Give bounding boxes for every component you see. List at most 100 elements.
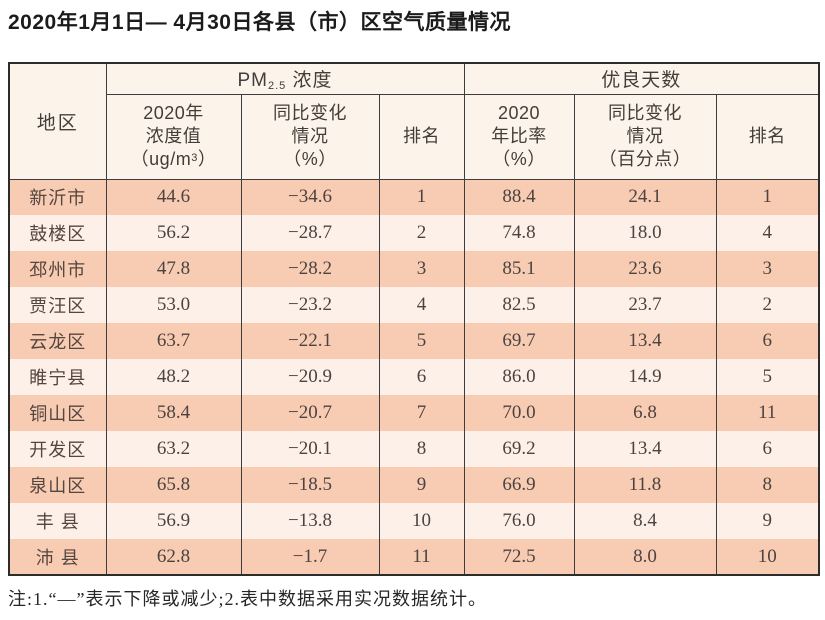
unit-prefix: （ug/m <box>130 149 192 170</box>
good-change-header: 同比变化 情况 （百分点） <box>573 94 717 180</box>
region-cell: 铜山区 <box>8 395 107 431</box>
good-rank-cell: 8 <box>715 467 820 503</box>
pm-change-cell: −28.7 <box>240 215 380 251</box>
pm-change-header: 同比变化 情况 （%） <box>240 94 380 180</box>
good-rank-cell: 6 <box>715 323 820 359</box>
good-change-cell: 6.8 <box>573 395 717 431</box>
pm-value-cell: 48.2 <box>105 359 242 395</box>
pm-change-cell: −18.5 <box>240 467 380 503</box>
good-change-cell: 14.9 <box>573 359 717 395</box>
good-ratio-cell: 86.0 <box>463 359 575 395</box>
pm-rank-cell: 5 <box>378 323 465 359</box>
pm-change-cell: −34.6 <box>240 179 380 215</box>
good-change-cell: 24.1 <box>573 179 717 215</box>
table-row: 沛 县 62.8 −1.7 11 72.5 8.0 10 <box>8 539 820 575</box>
good-ratio-cell: 66.9 <box>463 467 575 503</box>
page-title: 2020年1月1日— 4月30日各县（市）区空气质量情况 <box>8 11 511 34</box>
pm-value-cell: 56.9 <box>105 503 242 539</box>
good-change-cell: 13.4 <box>573 323 717 359</box>
pm-value-cell: 44.6 <box>105 179 242 215</box>
header-line: 2020 <box>498 102 541 123</box>
pm-value-cell: 47.8 <box>105 251 242 287</box>
table-row: 云龙区 63.7 −22.1 5 69.7 13.4 6 <box>8 323 820 359</box>
region-cell: 丰 县 <box>8 503 107 539</box>
pm-rank-cell: 1 <box>378 179 465 215</box>
pm-value-cell: 56.2 <box>105 215 242 251</box>
header-line: （百分点） <box>598 149 692 170</box>
pm-change-cell: −20.9 <box>240 359 380 395</box>
good-rank-cell: 9 <box>715 503 820 539</box>
pm-change-cell: −23.2 <box>240 287 380 323</box>
pm-value-cell: 58.4 <box>105 395 242 431</box>
pm-rank-cell: 7 <box>378 395 465 431</box>
good-change-cell: 18.0 <box>573 215 717 251</box>
region-cell: 开发区 <box>8 431 107 467</box>
good-ratio-cell: 69.7 <box>463 323 575 359</box>
pm-value-cell: 63.2 <box>105 431 242 467</box>
pm-rank-cell: 6 <box>378 359 465 395</box>
pm-value-cell: 62.8 <box>105 539 242 575</box>
pm-change-cell: −20.1 <box>240 431 380 467</box>
header-line: （%） <box>283 149 337 170</box>
table-row: 贾汪区 53.0 −23.2 4 82.5 23.7 2 <box>8 287 820 323</box>
good-rank-header: 排名 <box>715 94 820 180</box>
good-change-cell: 8.4 <box>573 503 717 539</box>
header-line: 情况 <box>626 125 664 146</box>
pm-subscript: 2.5 <box>267 80 287 93</box>
table-row: 泉山区 65.8 −18.5 9 66.9 11.8 8 <box>8 467 820 503</box>
good-rank-cell: 10 <box>715 539 820 575</box>
good-change-cell: 11.8 <box>573 467 717 503</box>
region-cell: 贾汪区 <box>8 287 107 323</box>
table-header: 地区 PM2.5 浓度 优良天数 2020年 浓度值 （ug/m3） 同比变化 … <box>8 63 820 180</box>
header-line: 同比变化 <box>273 102 347 123</box>
good-rank-cell: 3 <box>715 251 820 287</box>
pm-change-cell: −20.7 <box>240 395 380 431</box>
header-sub-row: 2020年 浓度值 （ug/m3） 同比变化 情况 （%） 排名 2020 年比… <box>9 94 820 180</box>
good-rank-cell: 1 <box>715 179 820 215</box>
region-cell: 鼓楼区 <box>8 215 107 251</box>
pm-change-cell: −13.8 <box>240 503 380 539</box>
good-ratio-cell: 88.4 <box>463 179 575 215</box>
good-rank-cell: 6 <box>715 431 820 467</box>
good-ratio-cell: 69.2 <box>463 431 575 467</box>
unit-suffix: ） <box>197 149 217 170</box>
pm-value-cell: 53.0 <box>105 287 242 323</box>
pm-label-suffix: 浓度 <box>286 70 333 92</box>
region-cell: 云龙区 <box>8 323 107 359</box>
good-rank-cell: 2 <box>715 287 820 323</box>
air-quality-table: 地区 PM2.5 浓度 优良天数 2020年 浓度值 （ug/m3） 同比变化 … <box>8 62 821 576</box>
good-rank-cell: 4 <box>715 215 820 251</box>
pm-rank-cell: 8 <box>378 431 465 467</box>
good-change-cell: 13.4 <box>573 431 717 467</box>
pm-change-cell: −1.7 <box>240 539 380 575</box>
pm-value-header: 2020年 浓度值 （ug/m3） <box>105 94 242 180</box>
header-line: 年比率 <box>491 125 547 146</box>
header-line: 2020年 <box>143 102 204 123</box>
good-change-cell: 23.6 <box>573 251 717 287</box>
pm-rank-cell: 3 <box>378 251 465 287</box>
good-ratio-cell: 74.8 <box>463 215 575 251</box>
good-ratio-cell: 85.1 <box>463 251 575 287</box>
pm-value-cell: 63.7 <box>105 323 242 359</box>
pm-rank-cell: 10 <box>378 503 465 539</box>
header-line: （%） <box>492 149 546 170</box>
region-column-header: 地区 <box>8 63 107 180</box>
region-cell: 邳州市 <box>8 251 107 287</box>
good-days-group-header: 优良天数 <box>463 63 820 95</box>
pm-rank-cell: 11 <box>378 539 465 575</box>
good-ratio-cell: 76.0 <box>463 503 575 539</box>
table-body: 新沂市 44.6 −34.6 1 88.4 24.1 1 鼓楼区 56.2 −28.7 2 74.8 1… <box>8 179 820 575</box>
unit-superscript: 3 <box>191 152 198 165</box>
header-line: （ug/m3） <box>107 148 240 171</box>
pm-rank-cell: 2 <box>378 215 465 251</box>
good-ratio-header: 2020 年比率 （%） <box>463 94 575 180</box>
header-group-row: 地区 PM2.5 浓度 优良天数 <box>8 63 820 180</box>
region-cell: 新沂市 <box>8 179 107 215</box>
good-ratio-cell: 72.5 <box>463 539 575 575</box>
good-change-cell: 8.0 <box>573 539 717 575</box>
pm-rank-header: 排名 <box>378 94 465 180</box>
header-line: 同比变化 <box>608 102 683 123</box>
footnote: 注:1.“—”表示下降或减少;2.表中数据采用实况数据统计。 <box>8 589 487 609</box>
good-rank-cell: 5 <box>715 359 820 395</box>
table-row: 丰 县 56.9 −13.8 10 76.0 8.4 9 <box>8 503 820 539</box>
